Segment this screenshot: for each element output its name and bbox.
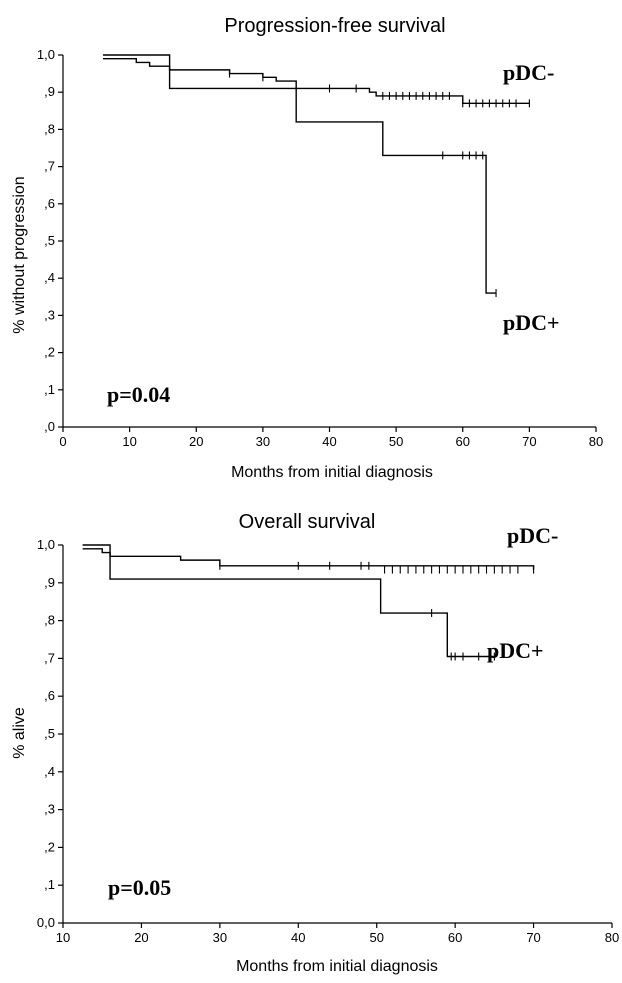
y-tick-label: ,5 [44, 726, 55, 741]
y-tick-label: 0,0 [37, 915, 55, 930]
survival-curve-pdc-neg [102, 58, 530, 105]
x-tick-label: 10 [122, 434, 136, 449]
series-label-pdc-neg: pDC- [507, 523, 558, 548]
x-axis-label: Months from initial diagnosis [231, 464, 433, 481]
p-value-annotation: p=0.04 [107, 382, 170, 407]
tick-layer: 10 20 30 40 50 60 70 80 0,0 ,1 ,2 ,3 ,4 ,5 ,6 ,7 ,8 ,9 1,0 [37, 537, 619, 945]
y-tick-label: ,7 [44, 159, 55, 174]
x-tick-label: 40 [291, 930, 305, 945]
tick-layer: 0 10 20 30 40 50 60 70 80 ,0 ,1 ,2 ,3 ,4 ,5 ,6 ,7 ,8 ,9 1,0 [37, 47, 603, 449]
y-tick-label: ,4 [44, 270, 55, 285]
y-tick-label: ,0 [44, 419, 55, 434]
y-tick-label: ,6 [44, 196, 55, 211]
curve-layer [102, 54, 530, 298]
x-tick-label: 60 [448, 930, 462, 945]
survival-curve-pdc-neg [82, 548, 535, 570]
x-tick-label: 0 [59, 434, 66, 449]
y-axis-label: % without progression [11, 176, 28, 333]
chart-title: Progression-free survival [224, 15, 445, 37]
y-tick-label: ,3 [44, 307, 55, 322]
p-value-annotation: p=0.05 [108, 875, 171, 900]
x-tick-label: 30 [213, 930, 227, 945]
y-tick-label: ,6 [44, 688, 55, 703]
survival-curve-pdc-pos [102, 54, 497, 294]
x-tick-label: 40 [322, 434, 336, 449]
y-tick-label: ,7 [44, 650, 55, 665]
x-tick-label: 70 [526, 930, 540, 945]
y-tick-label: ,9 [44, 84, 55, 99]
y-tick-label: ,1 [44, 382, 55, 397]
survival-curve-pdc-pos [82, 544, 495, 658]
series-label-pdc-neg: pDC- [503, 60, 554, 85]
x-tick-label: 50 [389, 434, 403, 449]
y-tick-label: ,9 [44, 575, 55, 590]
x-tick-label: 80 [589, 434, 603, 449]
series-label-pdc-pos: pDC+ [487, 638, 544, 663]
y-tick-label: ,2 [44, 839, 55, 854]
y-tick-label: ,1 [44, 877, 55, 892]
y-tick-label: 1,0 [37, 537, 55, 552]
x-tick-label: 20 [134, 930, 148, 945]
y-tick-label: ,4 [44, 764, 55, 779]
overall-survival-chart: Overall survival Months from initial dia… [11, 511, 619, 975]
y-tick-label: ,2 [44, 345, 55, 360]
progression-free-survival-chart: Progression-free survival Months from in… [11, 15, 603, 481]
y-tick-label: 1,0 [37, 47, 55, 62]
x-tick-label: 60 [456, 434, 470, 449]
y-tick-label: ,5 [44, 233, 55, 248]
x-tick-label: 20 [189, 434, 203, 449]
curve-layer [82, 544, 535, 661]
x-tick-label: 50 [369, 930, 383, 945]
x-tick-label: 10 [56, 930, 70, 945]
y-tick-label: ,8 [44, 613, 55, 628]
y-tick-label: ,8 [44, 121, 55, 136]
x-axis-label: Months from initial diagnosis [236, 958, 438, 975]
y-axis-label: % alive [11, 707, 28, 759]
chart-title: Overall survival [239, 511, 376, 533]
x-tick-label: 80 [605, 930, 619, 945]
y-tick-label: ,3 [44, 802, 55, 817]
x-tick-label: 70 [522, 434, 536, 449]
x-tick-label: 30 [256, 434, 270, 449]
series-label-pdc-pos: pDC+ [503, 310, 560, 335]
